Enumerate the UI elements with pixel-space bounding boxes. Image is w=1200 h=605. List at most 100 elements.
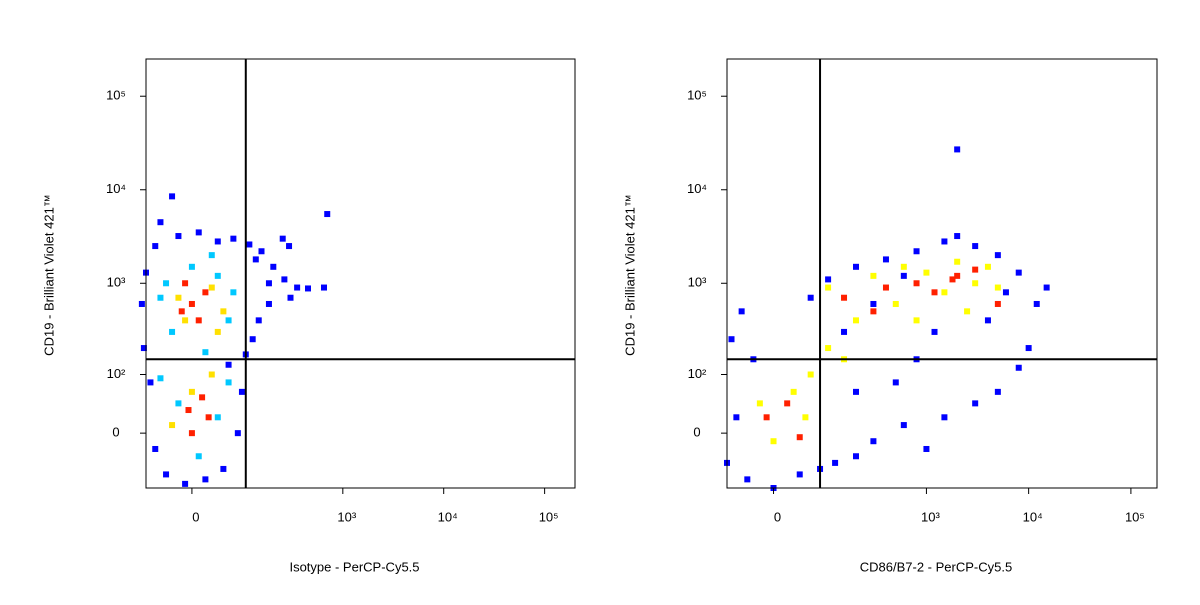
event-dot xyxy=(972,266,979,273)
x-tick-label: 10⁴ xyxy=(438,509,458,524)
event-dot xyxy=(214,238,221,245)
event-dot xyxy=(169,422,176,429)
event-dot xyxy=(853,388,860,395)
event-dot xyxy=(220,308,227,315)
event-dot xyxy=(265,280,272,287)
event-dot xyxy=(870,300,877,307)
event-dot xyxy=(199,394,206,401)
event-dot xyxy=(802,414,809,421)
event-dot xyxy=(913,317,920,324)
event-dot xyxy=(994,252,1001,259)
event-dot xyxy=(763,414,770,421)
event-dot xyxy=(195,317,202,324)
event-dot xyxy=(169,193,176,200)
event-dot xyxy=(182,317,189,324)
event-dot xyxy=(984,263,991,270)
event-dot xyxy=(931,328,938,335)
event-dot xyxy=(892,379,899,386)
event-dot xyxy=(294,284,301,291)
event-dot xyxy=(825,276,832,283)
event-dot xyxy=(225,361,232,368)
event-dot xyxy=(178,308,185,315)
event-dot xyxy=(188,263,195,270)
event-dot xyxy=(954,233,961,240)
event-dot xyxy=(941,238,948,245)
y-tick-label: 0 xyxy=(693,425,700,440)
event-dot xyxy=(157,375,164,382)
event-dot xyxy=(175,400,182,407)
event-dot xyxy=(870,438,877,445)
event-dot xyxy=(853,317,860,324)
event-dot xyxy=(138,300,145,307)
event-dot xyxy=(954,258,961,265)
event-dot xyxy=(157,294,164,301)
event-dot xyxy=(900,422,907,429)
x-tick-label: 10³ xyxy=(337,509,356,524)
event-dot xyxy=(807,294,814,301)
event-dot xyxy=(870,272,877,279)
event-dot xyxy=(182,280,189,287)
y-tick-label: 10⁴ xyxy=(687,181,707,196)
event-dot xyxy=(882,256,889,263)
event-dot xyxy=(304,285,311,292)
event-dot xyxy=(279,235,286,242)
event-dot xyxy=(900,263,907,270)
x-tick-label: 10⁵ xyxy=(1125,509,1145,524)
event-dot xyxy=(923,445,930,452)
y-tick-label: 0 xyxy=(112,425,119,440)
y-axis-label: CD19 - Brilliant Violet 421™ xyxy=(622,194,637,356)
event-dot xyxy=(202,349,209,356)
event-dot xyxy=(825,284,832,291)
event-dot xyxy=(738,308,745,315)
event-dot xyxy=(287,294,294,301)
y-tick-label: 10² xyxy=(688,366,707,381)
event-dot xyxy=(964,308,971,315)
x-axis-label: Isotype - PerCP-Cy5.5 xyxy=(289,559,419,574)
event-dot xyxy=(913,248,920,255)
event-dot xyxy=(202,476,209,483)
event-dot xyxy=(796,434,803,441)
plot-frame xyxy=(726,58,1158,489)
event-dot xyxy=(1015,269,1022,276)
event-dot xyxy=(286,243,293,250)
y-tick-label: 10³ xyxy=(107,275,126,290)
plot: 0 10³ 10⁴ 10⁵ 0 10² 10³ 10⁴ 10⁵ CD86/B7-2 - PerCP… xyxy=(622,58,1158,574)
event-dot xyxy=(230,235,237,242)
x-axis-label: CD86/B7-2 - PerCP-Cy5.5 xyxy=(860,559,1012,574)
event-dot xyxy=(994,300,1001,307)
plot-frame xyxy=(145,58,576,489)
event-dot xyxy=(784,400,791,407)
event-dot xyxy=(321,284,328,291)
event-dot xyxy=(1002,289,1009,296)
event-dot xyxy=(152,243,159,250)
event-dot xyxy=(994,388,1001,395)
event-dot xyxy=(931,289,938,296)
event-dot xyxy=(249,336,256,343)
x-tick-label: 0 xyxy=(774,509,781,524)
event-dot xyxy=(949,276,956,283)
event-dot xyxy=(1025,345,1032,352)
event-dot xyxy=(175,233,182,240)
event-dot xyxy=(238,388,245,395)
event-dot xyxy=(324,211,331,218)
y-tick-label: 10⁵ xyxy=(106,88,126,103)
event-dot xyxy=(841,294,848,301)
event-dot xyxy=(841,328,848,335)
event-dot xyxy=(163,471,170,478)
event-dot xyxy=(790,388,797,395)
event-dot xyxy=(770,438,777,445)
event-dot xyxy=(188,388,195,395)
y-axis-label: CD19 - Brilliant Violet 421™ xyxy=(41,194,56,356)
y-tick-label: 10⁵ xyxy=(687,88,707,103)
event-dot xyxy=(255,317,262,324)
event-dot xyxy=(994,284,1001,291)
event-dot xyxy=(853,263,860,270)
event-dot xyxy=(954,272,961,279)
event-dot xyxy=(882,284,889,291)
event-dot xyxy=(281,276,288,283)
y-tick-label: 10⁴ xyxy=(106,181,126,196)
event-dot xyxy=(265,300,272,307)
event-dot xyxy=(175,294,182,301)
